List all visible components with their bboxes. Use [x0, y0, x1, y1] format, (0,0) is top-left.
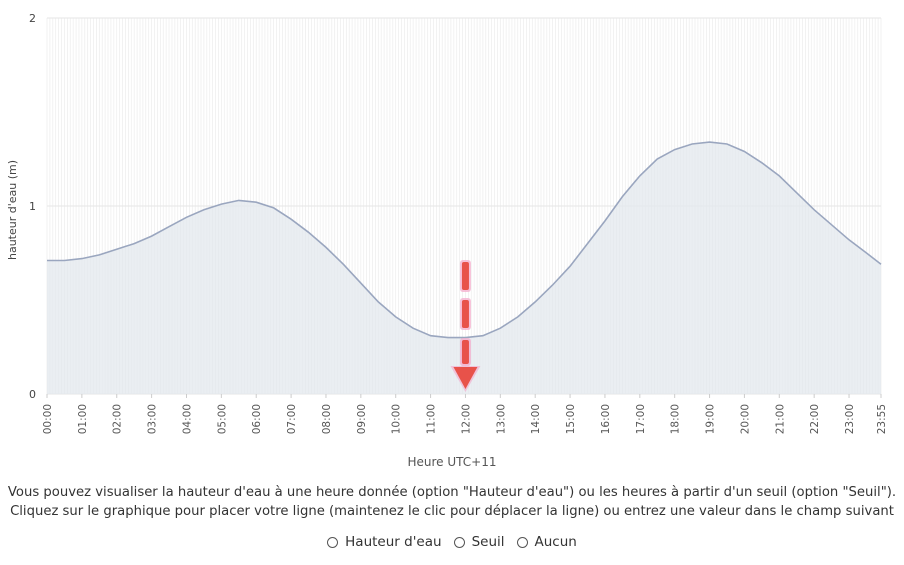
x-tick-label: 09:00 — [356, 404, 368, 434]
x-tick-label: 04:00 — [181, 404, 193, 434]
x-tick-label: 03:00 — [147, 404, 159, 434]
x-tick-label: 12:00 — [460, 404, 472, 434]
x-tick-label: 08:00 — [321, 404, 333, 434]
x-tick-label: 00:00 — [42, 404, 54, 434]
y-tick-label: 1 — [29, 200, 36, 213]
radio-unchecked-icon[interactable] — [453, 536, 465, 548]
x-tick-label: 23:55 — [876, 404, 888, 434]
x-tick-label: 05:00 — [216, 404, 228, 434]
x-tick-label: 23:00 — [844, 404, 856, 434]
x-axis-ticks: 00:00 01:00 02:00 03:00 04:00 05:00 06:00 07:00… — [42, 394, 888, 434]
radio-unchecked-icon[interactable] — [516, 536, 528, 548]
series-line — [47, 141, 882, 339]
option-label: Hauteur d'eau — [345, 534, 442, 550]
x-axis-title: Heure UTC+11 — [408, 455, 497, 469]
series-area — [47, 141, 882, 394]
info-text-2: Cliquez sur le graphique pour placer vot… — [10, 504, 894, 519]
x-tick-label: 06:00 — [251, 404, 263, 434]
x-tick-label: 17:00 — [635, 404, 647, 434]
x-tick-label: 21:00 — [774, 404, 786, 434]
x-tick-label: 15:00 — [565, 404, 577, 434]
x-tick-label: 02:00 — [112, 404, 124, 434]
tide-chart[interactable]: 012 00:00 01:00 02:00 03:00 04:00 05:00 06:00 0… — [0, 0, 904, 480]
option-label: Aucun — [534, 534, 577, 550]
marker-dash — [461, 262, 469, 290]
marker-dash — [461, 340, 469, 364]
info-text-1: Vous pouvez visualiser la hauteur d'eau … — [7, 485, 897, 500]
time-marker[interactable] — [450, 260, 481, 392]
x-tick-label: 07:00 — [286, 404, 298, 434]
x-tick-label: 20:00 — [739, 404, 751, 434]
y-tick-label: 0 — [29, 388, 36, 401]
option-aucun[interactable]: Aucun — [516, 534, 577, 550]
series-fill — [47, 142, 881, 394]
marker-dash — [461, 300, 469, 328]
x-tick-label: 18:00 — [670, 404, 682, 434]
display-options: Hauteur d'eau Seuil Aucun — [0, 534, 904, 550]
x-tick-label: 11:00 — [426, 404, 438, 434]
x-tick-label: 14:00 — [530, 404, 542, 434]
x-tick-label: 16:00 — [600, 404, 612, 434]
x-tick-label: 01:00 — [77, 404, 89, 434]
option-hauteur-eau[interactable]: Hauteur d'eau — [327, 534, 442, 550]
x-tick-label: 10:00 — [391, 404, 403, 434]
y-tick-label: 2 — [29, 12, 36, 25]
option-seuil[interactable]: Seuil — [453, 534, 505, 550]
x-tick-label: 19:00 — [705, 404, 717, 434]
arrow-down-icon — [453, 367, 478, 389]
y-axis-title: hauteur d'eau (m) — [6, 160, 19, 260]
option-label: Seuil — [471, 534, 505, 550]
x-tick-label: 22:00 — [809, 404, 821, 434]
y-axis-ticks: 0 1 2 — [29, 12, 36, 401]
radio-unchecked-icon[interactable] — [327, 536, 339, 548]
x-tick-label: 13:00 — [495, 404, 507, 434]
